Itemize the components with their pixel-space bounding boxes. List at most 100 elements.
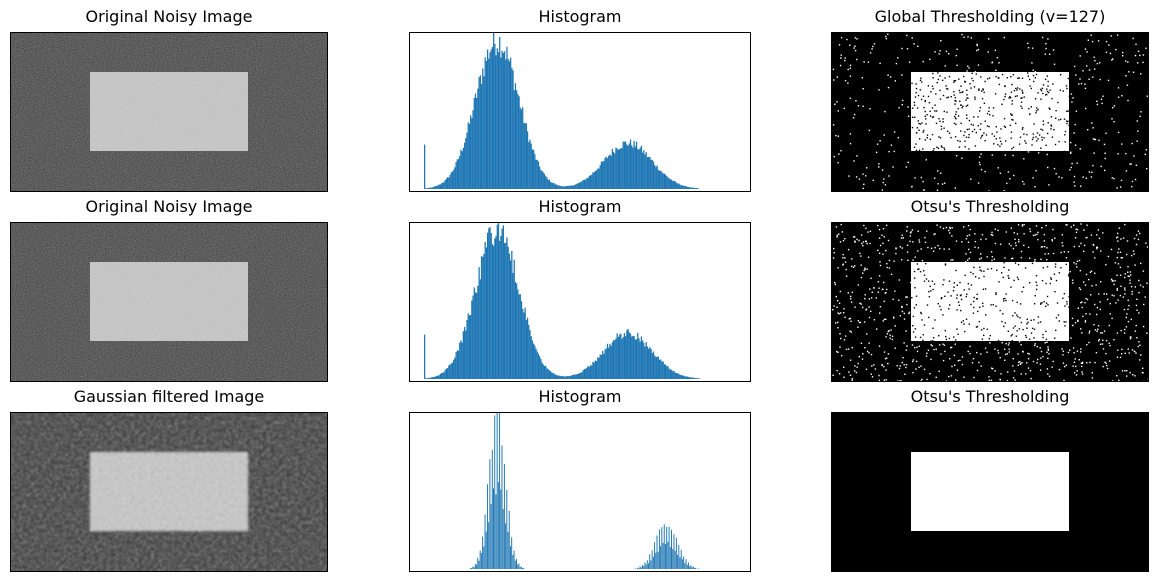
noise-hole <box>937 72 939 74</box>
noise-hole <box>1064 305 1066 307</box>
noise-speck <box>865 175 867 177</box>
noise-speck <box>1136 337 1138 339</box>
noise-hole <box>933 283 936 285</box>
noise-speck <box>858 178 861 180</box>
noise-speck <box>842 257 844 259</box>
noise-hole <box>930 91 932 93</box>
noise-speck <box>1122 237 1125 239</box>
noise-speck <box>1074 185 1076 187</box>
noise-speck <box>878 228 881 231</box>
noise-speck <box>918 366 920 368</box>
noise-speck <box>1082 281 1085 283</box>
noise-hole <box>914 287 916 289</box>
noise-speck <box>965 261 967 263</box>
noise-speck <box>1114 262 1117 264</box>
noise-speck <box>854 365 856 367</box>
noise-speck <box>864 268 866 270</box>
histogram-bar <box>658 170 661 189</box>
noise-hole <box>1060 267 1062 269</box>
noise-speck <box>912 241 914 243</box>
histogram-bar <box>495 55 497 189</box>
noise-speck <box>879 312 881 314</box>
histogram-bar <box>622 336 624 379</box>
noise-speck <box>1119 251 1122 253</box>
noise-speck <box>963 36 965 38</box>
noise-hole <box>971 130 974 133</box>
noise-speck <box>956 48 958 50</box>
noise-speck <box>1061 348 1063 350</box>
histogram-bar <box>646 157 649 189</box>
histogram-bar <box>677 183 679 189</box>
noise-speck <box>979 156 981 158</box>
noise-speck <box>877 224 879 227</box>
noise-speck <box>1116 375 1118 377</box>
histogram-bar <box>672 549 674 569</box>
histogram-bar <box>608 155 610 189</box>
noise-hole <box>1064 130 1067 133</box>
histogram-bar <box>486 232 489 379</box>
histogram-bar <box>454 167 456 189</box>
noise-speck <box>933 233 935 236</box>
noise-speck <box>1053 63 1056 65</box>
noise-speck <box>834 283 837 286</box>
noise-speck <box>908 115 910 117</box>
noise-speck <box>1129 163 1131 165</box>
histogram-bar <box>552 373 554 379</box>
histogram-bar <box>565 186 567 189</box>
noise-hole <box>916 263 919 265</box>
noise-speck <box>1078 245 1080 248</box>
noise-speck <box>1071 317 1074 320</box>
noise-speck <box>1074 358 1076 360</box>
noise-hole <box>978 320 981 323</box>
noise-hole <box>1023 96 1025 98</box>
noise-speck <box>889 76 892 78</box>
noise-speck <box>961 241 963 243</box>
noise-speck <box>1140 354 1142 356</box>
noise-speck <box>1006 182 1008 185</box>
histogram-bar <box>523 312 525 379</box>
histogram-bar <box>671 529 672 569</box>
histogram-bar <box>633 336 635 379</box>
histogram-bar <box>684 376 686 379</box>
noise-hole <box>924 110 926 113</box>
noise-speck <box>1090 176 1093 178</box>
noise-speck <box>1078 287 1081 289</box>
histogram-bar <box>595 360 598 379</box>
noise-hole <box>1057 101 1059 104</box>
noise-speck <box>832 309 834 311</box>
noise-speck <box>866 333 868 335</box>
histogram-bar <box>472 295 474 379</box>
histogram-bar <box>444 369 446 379</box>
noise-speck <box>835 134 837 137</box>
gaussian-filtered-image-svg <box>11 413 327 571</box>
noise-hole <box>1040 88 1042 91</box>
noise-hole <box>974 276 977 278</box>
noise-speck <box>1051 366 1053 368</box>
noise-hole <box>1004 322 1006 324</box>
noise-speck <box>881 234 883 236</box>
histogram-bar <box>496 413 498 569</box>
histogram-bar <box>668 526 670 569</box>
noise-hole <box>1032 74 1035 77</box>
noise-speck <box>843 107 845 110</box>
histogram-bar <box>571 375 573 379</box>
noise-hole <box>1053 273 1056 275</box>
noise-hole <box>942 94 945 97</box>
noise-speck <box>842 264 844 266</box>
noise-hole <box>1021 107 1023 109</box>
noise-hole <box>932 149 934 152</box>
histogram-bar <box>643 343 645 379</box>
noise-hole <box>1024 334 1027 337</box>
histogram-bar <box>493 33 495 189</box>
noise-speck <box>1029 230 1032 233</box>
histogram-bar <box>680 549 682 569</box>
noise-hole <box>1010 91 1013 93</box>
noise-speck <box>1129 338 1132 340</box>
noise-speck <box>1136 120 1138 122</box>
noise-hole <box>1040 303 1042 305</box>
noise-hole <box>1003 300 1005 302</box>
noise-speck <box>907 161 909 163</box>
noise-hole <box>1058 320 1060 322</box>
histogram-bar <box>522 308 524 379</box>
noise-hole <box>1027 72 1029 74</box>
